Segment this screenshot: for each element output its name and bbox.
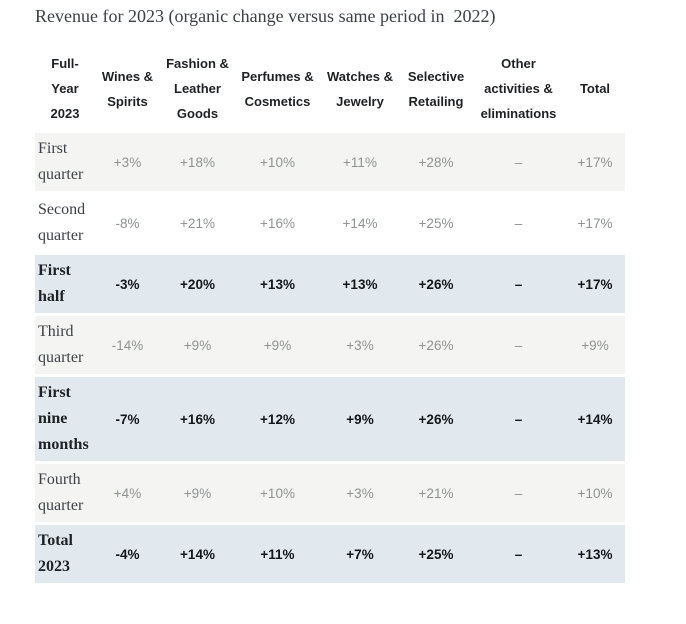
table-row: Total 2023 -4% +14% +11% +7% +25% – +13% <box>35 525 625 583</box>
value-cell: +9% <box>160 316 235 374</box>
table-row: First half -3% +20% +13% +13% +26% – +17% <box>35 255 625 313</box>
row-label: Total 2023 <box>35 525 95 583</box>
value-cell: +10% <box>565 464 625 522</box>
value-cell: +20% <box>160 255 235 313</box>
value-cell: +11% <box>320 133 400 191</box>
value-cell: +3% <box>320 316 400 374</box>
value-cell: +17% <box>565 133 625 191</box>
row-label: First half <box>35 255 95 313</box>
value-cell: +17% <box>565 194 625 252</box>
value-cell: – <box>472 255 565 313</box>
value-cell: – <box>472 133 565 191</box>
table-header-row: Full- Year 2023 Wines & Spirits Fashion … <box>35 47 625 130</box>
page-title: Revenue for 2023 (organic change versus … <box>35 6 496 26</box>
value-cell: +25% <box>400 194 472 252</box>
value-cell: -14% <box>95 316 160 374</box>
value-cell: +26% <box>400 316 472 374</box>
column-header-fashion-leather: Fashion & Leather Goods <box>166 56 229 121</box>
value-cell: +14% <box>320 194 400 252</box>
table-row: First quarter +3% +18% +10% +11% +28% – +17% <box>35 133 625 191</box>
column-header-selective-retailing: Selective Retailing <box>407 68 465 109</box>
row-label: Second quarter <box>35 194 95 252</box>
value-cell: +11% <box>235 525 320 583</box>
column-header-watches-jewelry: Watches & Jewelry <box>327 68 393 109</box>
value-cell: +25% <box>400 525 472 583</box>
value-cell: +14% <box>160 525 235 583</box>
column-header-other-activities: Other activities & eliminations <box>480 56 557 121</box>
value-cell: – <box>472 464 565 522</box>
value-cell: – <box>472 525 565 583</box>
value-cell: +18% <box>160 133 235 191</box>
value-cell: +9% <box>565 316 625 374</box>
value-cell: -7% <box>95 377 160 461</box>
table-row: Fourth quarter +4% +9% +10% +3% +21% – +10% <box>35 464 625 522</box>
value-cell: +9% <box>320 377 400 461</box>
table-row: Second quarter -8% +21% +16% +14% +25% – +17% <box>35 194 625 252</box>
value-cell: – <box>472 194 565 252</box>
value-cell: +9% <box>160 464 235 522</box>
row-label: Third quarter <box>35 316 95 374</box>
value-cell: – <box>472 316 565 374</box>
value-cell: +7% <box>320 525 400 583</box>
column-header-total: Total <box>579 81 611 96</box>
table-row: Third quarter -14% +9% +9% +3% +26% – +9% <box>35 316 625 374</box>
column-header-full-year: Full- Year 2023 <box>50 56 80 121</box>
value-cell: +21% <box>400 464 472 522</box>
value-cell: +10% <box>235 464 320 522</box>
value-cell: +13% <box>320 255 400 313</box>
column-header-wines-spirits: Wines & Spirits <box>101 68 154 109</box>
value-cell: +10% <box>235 133 320 191</box>
value-cell: +28% <box>400 133 472 191</box>
value-cell: +3% <box>95 133 160 191</box>
table-body: First quarter +3% +18% +10% +11% +28% – +17% Sec… <box>35 133 625 583</box>
value-cell: +21% <box>160 194 235 252</box>
value-cell: +26% <box>400 377 472 461</box>
value-cell: – <box>472 377 565 461</box>
value-cell: -3% <box>95 255 160 313</box>
row-label: First quarter <box>35 133 95 191</box>
value-cell: -8% <box>95 194 160 252</box>
row-label: Fourth quarter <box>35 464 95 522</box>
table-row: First nine months -7% +16% +12% +9% +26% – +14% <box>35 377 625 461</box>
value-cell: +13% <box>235 255 320 313</box>
value-cell: +16% <box>160 377 235 461</box>
value-cell: +4% <box>95 464 160 522</box>
value-cell: +12% <box>235 377 320 461</box>
value-cell: +3% <box>320 464 400 522</box>
value-cell: +9% <box>235 316 320 374</box>
value-cell: +14% <box>565 377 625 461</box>
revenue-table: Full- Year 2023 Wines & Spirits Fashion … <box>35 44 625 586</box>
value-cell: +16% <box>235 194 320 252</box>
value-cell: +26% <box>400 255 472 313</box>
row-label: First nine months <box>35 377 95 461</box>
value-cell: +13% <box>565 525 625 583</box>
value-cell: -4% <box>95 525 160 583</box>
column-header-perfumes-cosmetics: Perfumes & Cosmetics <box>241 68 314 109</box>
value-cell: +17% <box>565 255 625 313</box>
